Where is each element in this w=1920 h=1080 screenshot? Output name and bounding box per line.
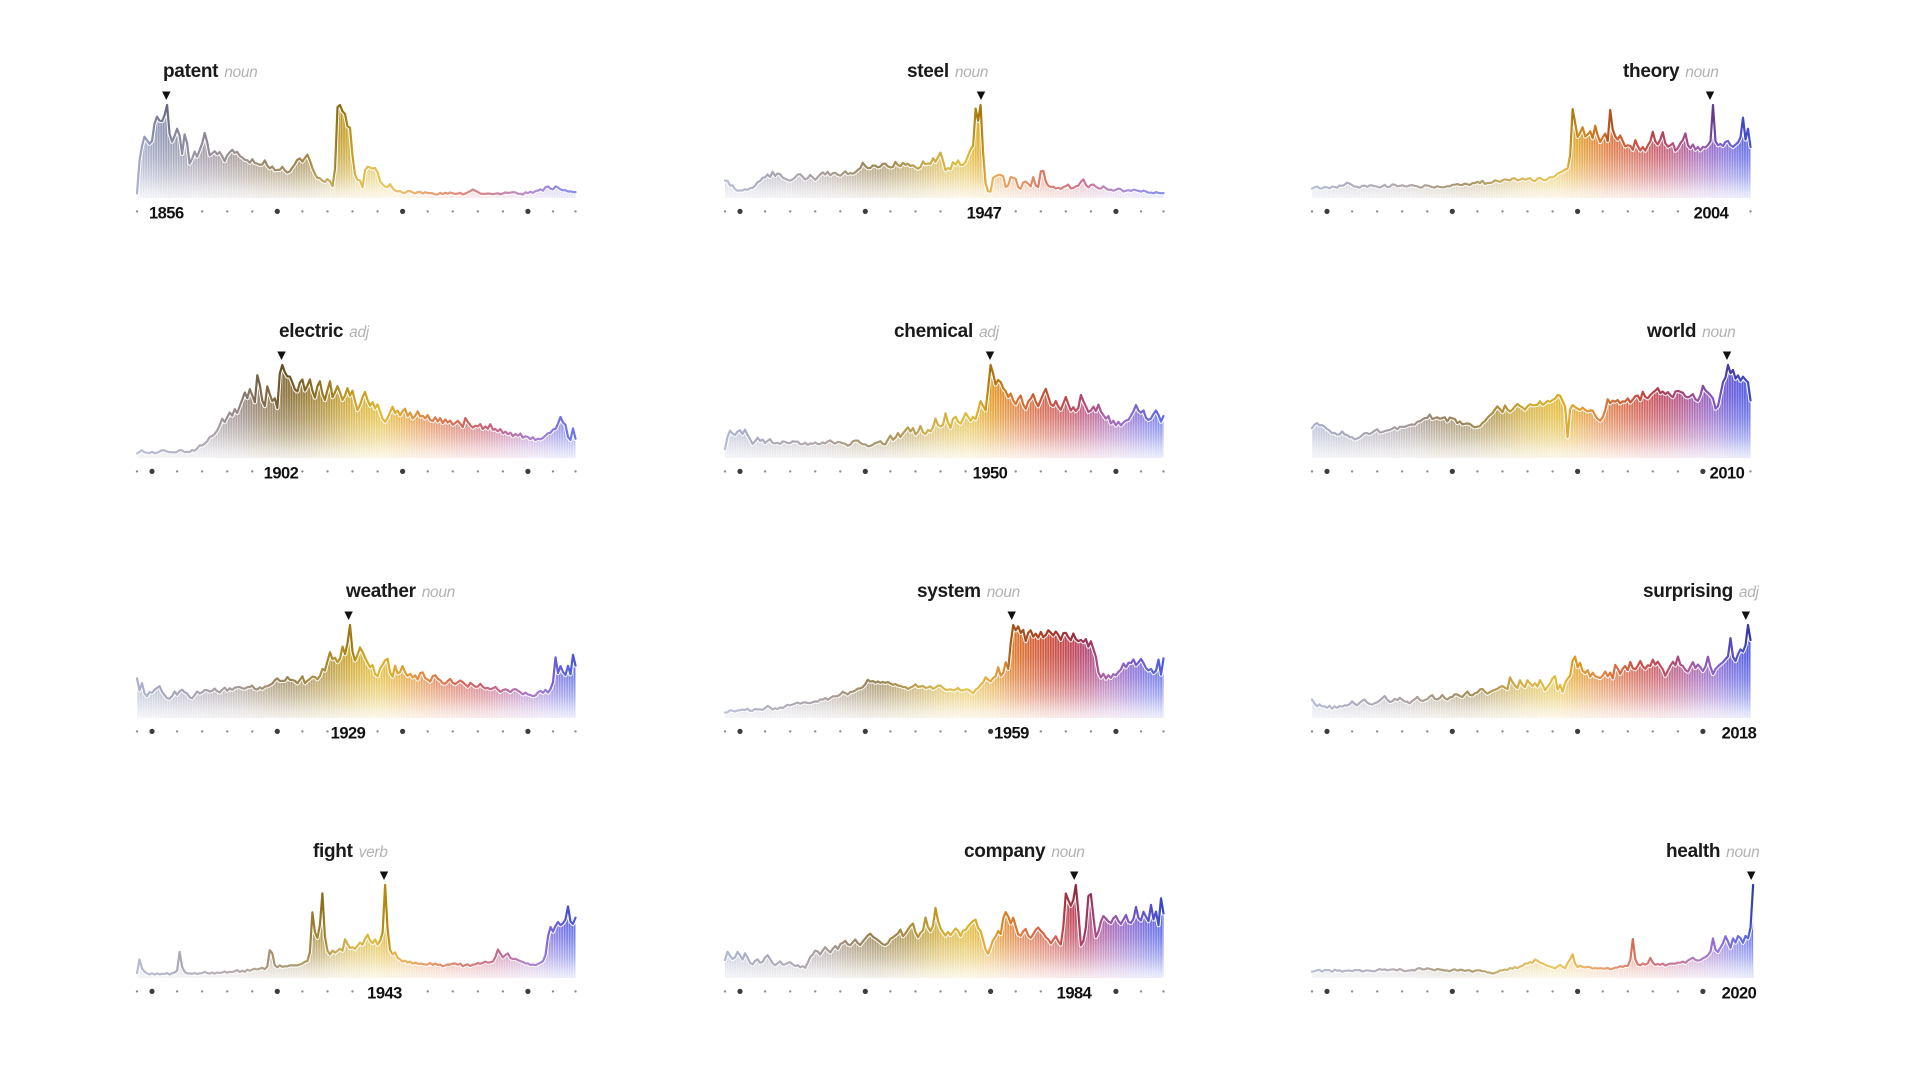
svg-text:1984: 1984 [1057,985,1093,1003]
svg-text:1856: 1856 [149,205,184,223]
svg-text:1947: 1947 [967,205,1002,223]
svg-text:2010: 2010 [1710,465,1745,483]
svg-text:1950: 1950 [973,465,1008,483]
svg-text:2020: 2020 [1722,985,1757,1003]
svg-text:1902: 1902 [264,465,299,483]
svg-text:1959: 1959 [994,725,1029,743]
svg-text:2018: 2018 [1722,725,1757,743]
svg-text:1929: 1929 [331,725,366,743]
svg-text:2004: 2004 [1694,205,1730,223]
svg-text:1943: 1943 [367,985,402,1003]
